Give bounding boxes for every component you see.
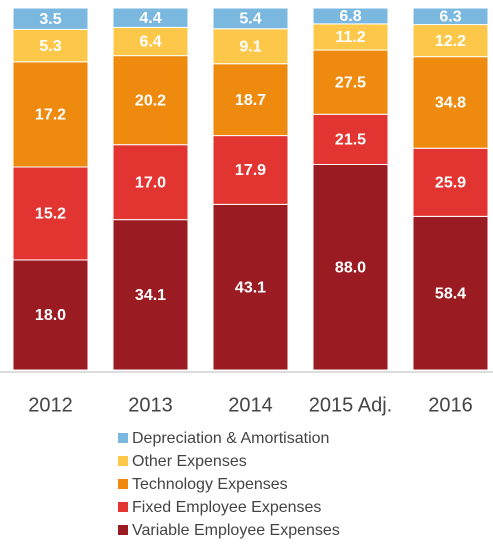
bar-segment (312, 113, 389, 165)
bar-segment (312, 23, 389, 51)
data-label: 3.5 (39, 11, 61, 28)
x-tick-label: 2013 (128, 394, 173, 416)
legend-swatch (118, 479, 128, 489)
legend-label: Variable Employee Expenses (132, 522, 340, 539)
x-tick-label: 2014 (228, 394, 273, 416)
data-label: 9.1 (239, 38, 261, 55)
bar-segment (212, 203, 289, 371)
data-label: 17.0 (135, 174, 166, 191)
legend-swatch (118, 456, 128, 466)
data-label: 6.4 (139, 34, 161, 51)
bar-segment (112, 55, 189, 146)
bar-segment (112, 144, 189, 221)
data-label: 20.2 (135, 92, 166, 109)
legend-label: Depreciation & Amortisation (132, 430, 329, 447)
data-label: 25.9 (435, 175, 466, 192)
data-label: 34.1 (135, 287, 166, 304)
data-label: 21.5 (335, 132, 366, 149)
data-label: 15.2 (35, 206, 66, 223)
x-tick-label: 2015 Adj. (309, 394, 392, 416)
bar-segment (12, 28, 89, 63)
data-label: 58.4 (435, 285, 466, 302)
data-label: 18.0 (35, 307, 66, 324)
bar-segment (12, 259, 89, 371)
data-label: 18.7 (235, 92, 266, 109)
bar-segment (312, 49, 389, 115)
data-label: 34.8 (435, 95, 466, 112)
data-label: 4.4 (139, 10, 161, 27)
bar-segment (412, 56, 489, 149)
bar-segment (212, 63, 289, 137)
legend-label: Technology Expenses (132, 476, 288, 493)
bar-segment (412, 147, 489, 217)
data-label: 43.1 (235, 279, 266, 296)
legend-label: Other Expenses (132, 453, 247, 470)
x-tick-label: 2012 (28, 394, 73, 416)
x-tick-label: 2016 (428, 394, 473, 416)
data-label: 88.0 (335, 259, 366, 276)
bar-segment (312, 7, 389, 25)
legend-label: Fixed Employee Expenses (132, 499, 321, 516)
bar-segment (112, 26, 189, 57)
data-label: 12.2 (435, 33, 466, 50)
data-label: 27.5 (335, 74, 366, 91)
legend-swatch (118, 525, 128, 535)
legend-swatch (118, 502, 128, 512)
data-label: 5.3 (39, 38, 61, 55)
data-label: 6.3 (439, 9, 461, 26)
bar-segment (12, 7, 89, 30)
data-label: 5.4 (239, 11, 261, 28)
bar-segment (212, 135, 289, 205)
data-label: 6.8 (339, 8, 361, 25)
bar-segment (412, 215, 489, 371)
legend-swatch (118, 433, 128, 443)
data-label: 17.9 (235, 162, 266, 179)
bar-segment (112, 219, 189, 371)
bar-segment (12, 166, 89, 261)
bar-segment (112, 7, 189, 28)
bar-segment (312, 163, 389, 371)
bar-segment (412, 7, 489, 26)
data-label: 11.2 (335, 29, 365, 46)
bar-segment (212, 7, 289, 30)
data-label: 17.2 (35, 107, 66, 124)
